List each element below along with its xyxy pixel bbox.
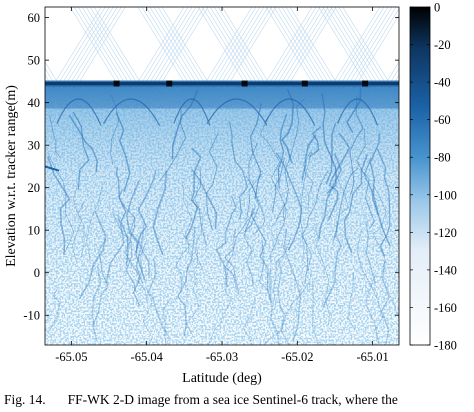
surface-hotspot [113,80,120,87]
colorbar-tick-label: -120 [434,226,457,240]
surface-hotspot [362,80,369,87]
arching-streaks [56,98,379,126]
y-tick-label: 20 [28,181,41,195]
sidelobe-pattern [45,7,399,84]
colorbar-tick-label: -40 [434,76,451,90]
x-tick-label: -65.05 [55,350,87,364]
speckle-noise [45,83,399,345]
subsurface-streaks [47,87,399,345]
colorbar-gradient [409,6,431,346]
y-tick-label: 60 [28,11,41,25]
surface-hotspot [166,80,173,87]
colorbar-tick-label: -160 [434,301,457,315]
y-axis: -10 0 10 20 30 40 50 60 [23,11,399,323]
y-tick-label: 50 [28,54,41,68]
y-tick-label: 30 [28,139,41,153]
x-tick-label: -65.04 [131,350,164,364]
heatmap-image [45,7,399,345]
colorbar-tick-label: -60 [434,113,451,127]
colorbar-tick-label: -180 [434,339,457,353]
heatmap-texture [45,7,399,345]
colorbar-tick-label: 0 [434,1,440,15]
surface-hotspot [241,80,248,87]
colorbar-ticks: 0 -20 -40 -60 -80 -100 -120 -140 -160 -180 [410,1,457,353]
y-tick-label: 40 [28,96,41,110]
x-tick-label: -65.03 [206,350,238,364]
colorbar-tick-label: -100 [434,188,457,202]
colorbar-tick-label: -80 [434,151,451,165]
x-axis-label: Latitude (deg) [182,371,262,386]
edge-feature [45,165,60,172]
figure-caption: Fig. 14. FF-WK 2-D image from a sea ice S… [4,392,474,412]
x-axis: -65.05 -65.04 -65.03 -65.02 -65.01 [55,7,389,364]
x-tick-label: -65.01 [356,350,388,364]
caption-label: Fig. 14. [4,392,46,407]
surface-echo-core [45,82,399,86]
y-tick-label: 0 [34,266,40,280]
colorbar-tick-label: -20 [434,38,451,52]
y-axis-label: Elevation w.r.t. tracker range(m) [4,85,19,267]
y-tick-label: -10 [23,309,40,323]
colorbar: 0 -20 -40 -60 -80 -100 -120 -140 -160 -180 [409,1,457,353]
near-surface-band [45,86,399,109]
x-tick-label: -65.02 [281,350,313,364]
surface-hotspot [301,80,308,87]
colorbar-tick-label: -140 [434,263,457,277]
caption-text: FF-WK 2-D image from a sea ice Sentinel-… [67,392,398,407]
y-tick-label: 10 [28,224,41,238]
